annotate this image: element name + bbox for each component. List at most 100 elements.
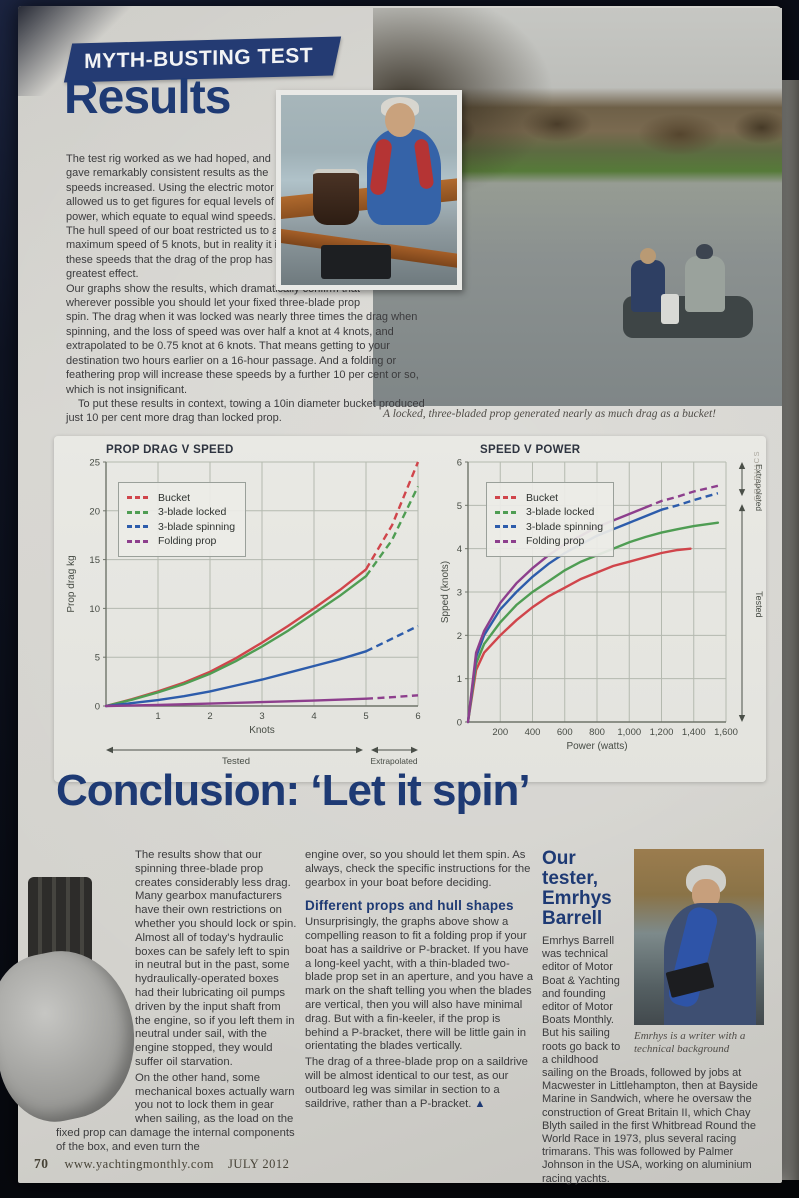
conclusion-columns: The results show that our spinning three… xyxy=(0,849,764,1188)
conclusion-paragraph: The drag of a three-blade prop on a sail… xyxy=(305,1056,528,1110)
outboard-motor xyxy=(661,294,679,324)
svg-text:400: 400 xyxy=(525,727,541,738)
magazine-page: MYTH-BUSTING TEST Results The test rig w… xyxy=(0,6,782,1185)
gearbox-image xyxy=(28,877,92,963)
chart-legend: Bucket 3-blade locked 3-blade spinning Fold… xyxy=(486,482,615,557)
tester-face xyxy=(385,103,415,137)
props-hull-shapes-subhead: Different props and hull shapes xyxy=(305,898,514,914)
legend-item: Bucket xyxy=(127,492,235,504)
chart-title: PROP DRAG V SPEED xyxy=(106,444,234,456)
legend-swatch xyxy=(495,525,519,528)
svg-text:200: 200 xyxy=(492,727,508,738)
svg-text:Prop drag kg: Prop drag kg xyxy=(66,555,77,612)
svg-text:1: 1 xyxy=(457,674,462,685)
conclusion-column-1: The results show that our spinning three… xyxy=(0,849,298,1188)
results-heading: Results xyxy=(64,71,231,124)
legend-swatch xyxy=(495,539,519,543)
end-of-article-marker: ▲ xyxy=(474,1097,486,1110)
svg-text:Spped (knots): Spped (knots) xyxy=(440,561,451,623)
legend-item: Folding prop xyxy=(127,535,235,547)
svg-text:Tested: Tested xyxy=(754,591,764,618)
charts-panel: PROP DRAG V SPEED 1 2 3 4 5 6 0 5 10 15 20 25 Knots P… xyxy=(54,436,766,782)
tester-photo xyxy=(634,849,764,1025)
chart-prop-drag-v-speed: PROP DRAG V SPEED 1 2 3 4 5 6 0 5 10 15 20 25 Knots P… xyxy=(62,442,434,783)
svg-text:3: 3 xyxy=(259,711,264,722)
conclusion-paragraph: engine over, so you should let them spin… xyxy=(305,849,531,889)
bucket-test-inset-photo xyxy=(276,90,462,290)
propeller-photo xyxy=(0,877,150,1132)
graphics-credit: GRAPHICS xyxy=(752,450,761,502)
svg-text:Knots: Knots xyxy=(249,725,275,736)
svg-text:15: 15 xyxy=(89,555,100,566)
tester-heading: Our tester, Emrhys Barrell xyxy=(542,848,612,929)
svg-text:4: 4 xyxy=(311,711,316,722)
issue-date: JULY 2012 xyxy=(227,1157,290,1171)
battery-pack xyxy=(321,245,391,279)
svg-text:6: 6 xyxy=(457,458,462,469)
svg-text:3: 3 xyxy=(457,588,462,599)
svg-text:1,000: 1,000 xyxy=(617,727,641,738)
svg-text:1,200: 1,200 xyxy=(650,727,674,738)
conclusion-paragraph: The results show that our spinning three… xyxy=(135,849,297,1068)
chart-plot-area: 200 400 600 800 1,000 1,200 1,400 1,600 0 1 2 3 4 5 6 P… xyxy=(436,456,766,783)
legend-label: Folding prop xyxy=(158,535,217,547)
legend-label: 3-blade locked xyxy=(526,506,595,518)
svg-text:1,400: 1,400 xyxy=(682,727,706,738)
svg-text:25: 25 xyxy=(89,458,100,469)
legend-swatch xyxy=(127,496,151,499)
legend-label: 3-blade spinning xyxy=(526,520,604,533)
chart-svg: 1 2 3 4 5 6 0 5 10 15 20 25 Knots Prop drag kg Tested E… xyxy=(66,458,421,768)
results-paragraph-2: Our graphs show the results, which drama… xyxy=(66,282,443,397)
tester-bio: Emrhys Barrell was technical editor of M… xyxy=(542,935,758,1185)
legend-swatch xyxy=(495,510,519,514)
svg-text:Extrapolated: Extrapolated xyxy=(754,464,764,511)
page-number: 70 xyxy=(34,1156,49,1171)
conclusion-column-2: engine over, so you should let them spin… xyxy=(305,849,535,1188)
results-intro-text: The test rig worked as we had hoped, and… xyxy=(66,152,443,426)
legend-label: Bucket xyxy=(526,491,559,504)
svg-text:Tested: Tested xyxy=(222,756,250,767)
svg-text:Extrapolated: Extrapolated xyxy=(370,756,417,766)
crew-member xyxy=(685,244,725,312)
chart-legend: Bucket 3-blade locked 3-blade spinning Fold… xyxy=(118,482,247,557)
legend-item: 3-blade locked xyxy=(495,506,603,518)
tester-photo-caption: Emrhys is a writer with a technical back… xyxy=(634,1030,746,1055)
svg-text:5: 5 xyxy=(363,711,368,722)
page-footer: 70 www.yachtingmonthly.com JULY 2012 xyxy=(34,1156,289,1172)
chart-speed-v-power: SPEED V POWER 200 400 600 800 1,000 1,200 1,40… xyxy=(436,442,766,783)
svg-text:1,600: 1,600 xyxy=(714,727,738,738)
svg-text:5: 5 xyxy=(95,653,100,664)
photo-caption: A locked, three-bladed prop generated ne… xyxy=(383,408,716,420)
svg-text:0: 0 xyxy=(457,718,462,729)
legend-item: 3-blade spinning xyxy=(127,521,235,533)
legend-swatch xyxy=(495,496,519,499)
website-url: www.yachtingmonthly.com xyxy=(64,1157,214,1171)
svg-text:20: 20 xyxy=(89,506,100,517)
conclusion-heading: Conclusion: ‘Let it spin’ xyxy=(56,766,531,815)
legend-item: Bucket xyxy=(495,492,603,504)
svg-text:4: 4 xyxy=(457,544,462,555)
conclusion-paragraph: Unsurprisingly, the graphs above show a … xyxy=(305,916,533,1053)
svg-text:10: 10 xyxy=(89,604,100,615)
svg-text:600: 600 xyxy=(557,727,573,738)
legend-label: Folding prop xyxy=(526,535,585,547)
svg-text:1: 1 xyxy=(155,711,160,722)
svg-text:6: 6 xyxy=(415,711,420,722)
results-paragraph-1: The test rig worked as we had hoped, and… xyxy=(66,153,295,281)
drag-bucket xyxy=(313,169,359,225)
legend-swatch xyxy=(127,525,151,528)
legend-swatch xyxy=(127,539,151,543)
tester-sidebar: Emrhys is a writer with a technical back… xyxy=(542,849,764,1188)
legend-label: Bucket xyxy=(158,491,191,504)
tester-photo-block: Emrhys is a writer with a technical back… xyxy=(634,849,764,1056)
conclusion-paragraph: On the other hand, some mechanical boxes… xyxy=(56,1071,295,1153)
svg-text:2: 2 xyxy=(457,631,462,642)
svg-text:2: 2 xyxy=(207,711,212,722)
svg-text:5: 5 xyxy=(457,501,462,512)
legend-item: 3-blade spinning xyxy=(495,521,603,533)
legend-label: 3-blade locked xyxy=(158,506,227,518)
results-paragraph-3: To put these results in context, towing … xyxy=(66,397,425,425)
svg-text:Power (watts): Power (watts) xyxy=(566,741,627,752)
svg-text:0: 0 xyxy=(95,702,100,713)
chart-svg: 200 400 600 800 1,000 1,200 1,400 1,600 0 1 2 3 4 5 6 P… xyxy=(440,458,764,753)
